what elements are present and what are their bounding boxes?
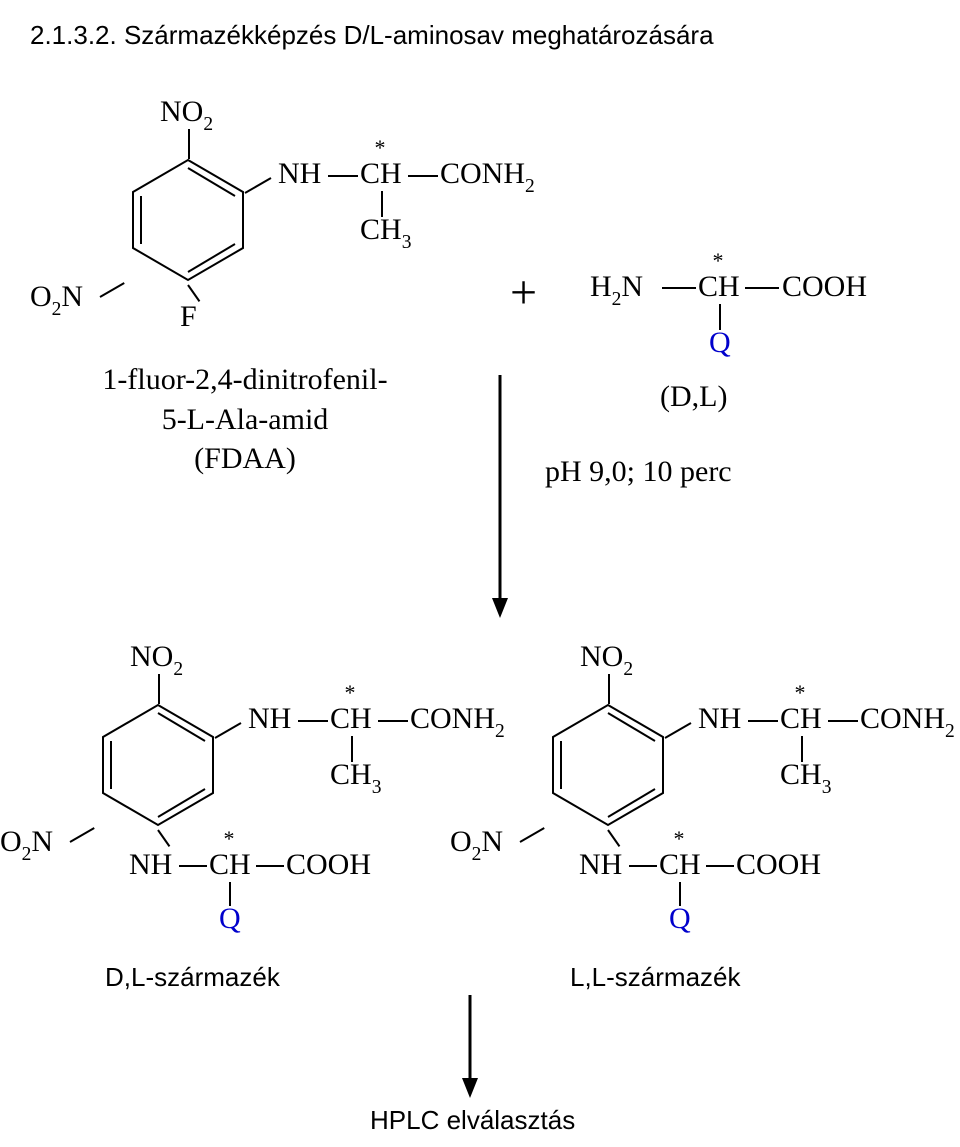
mol-fdaa: NO2 O2N F NH CH * CONH2 CH3 (60, 95, 490, 395)
bond (662, 287, 696, 289)
bond (70, 827, 95, 843)
benzene-ring (123, 155, 253, 285)
chiral-asterisk-icon: * (224, 826, 235, 852)
bond (748, 720, 778, 722)
benzene-ring (93, 700, 223, 830)
label-nh: NH (248, 702, 291, 736)
label-ch: CH * (209, 848, 251, 882)
label-ch3: CH3 (780, 758, 831, 797)
bond (298, 720, 328, 722)
mol-aminoacid: H2N CH * COOH Q (570, 250, 940, 380)
chiral-asterisk-icon: * (375, 135, 386, 161)
label-nh: NH (579, 848, 622, 882)
page-title: 2.1.3.2. Származékképzés D/L-aminosav me… (30, 20, 714, 51)
bond (256, 865, 284, 867)
chiral-asterisk-icon: * (713, 248, 724, 274)
mol-product-dl: NO2 O2N NH CH * CONH2 CH3 NH CH * COOH Q (30, 640, 510, 950)
label-o2n: O2N (0, 825, 53, 864)
bond (520, 827, 545, 843)
bond (100, 282, 125, 298)
chiral-asterisk-icon: * (674, 826, 685, 852)
caption-hplc: HPLC elválasztás (370, 1105, 575, 1136)
bond (828, 720, 858, 722)
caption-conditions: pH 9,0; 10 perc (545, 455, 732, 489)
mol-product-ll: NO2 O2N NH CH * CONH2 CH3 NH CH * COOH Q (480, 640, 960, 950)
benzene-ring (543, 700, 673, 830)
label-ch: CH * (330, 702, 372, 736)
label-cooh: COOH (736, 848, 821, 882)
label-cooh: COOH (286, 848, 371, 882)
bond (408, 175, 438, 177)
arrow-down-icon (450, 990, 490, 1105)
label-h2n: H2N (590, 270, 643, 309)
label-nh: NH (129, 848, 172, 882)
plus-icon: + (510, 265, 537, 320)
bond (179, 865, 207, 867)
chiral-asterisk-icon: * (795, 680, 806, 706)
label-no2: NO2 (580, 640, 633, 679)
bond (378, 720, 408, 722)
label-nh: NH (278, 157, 321, 191)
label-ch3: CH3 (360, 213, 411, 252)
label-ch: CH * (780, 702, 822, 736)
label-ch: CH * (360, 157, 402, 191)
label-o2n: O2N (30, 280, 83, 319)
caption-product-right: L,L-származék (570, 962, 741, 993)
arrow-down-icon (480, 370, 520, 625)
label-Q: Q (709, 326, 731, 360)
label-no2: NO2 (130, 640, 183, 679)
label-cooh: COOH (782, 270, 867, 304)
bond (328, 175, 358, 177)
label-ch: CH * (659, 848, 701, 882)
bond (706, 865, 734, 867)
label-no2: NO2 (160, 95, 213, 134)
bond (629, 865, 657, 867)
label-o2n: O2N (450, 825, 503, 864)
label-conh2: CONH2 (440, 157, 535, 196)
label-F: F (180, 300, 197, 334)
caption-fdaa: 1-fluor-2,4-dinitrofenil-5-L-Ala-amid(FD… (55, 360, 435, 479)
label-Q: Q (669, 902, 691, 936)
label-Q: Q (219, 902, 241, 936)
bond (745, 287, 779, 289)
label-nh: NH (698, 702, 741, 736)
label-ch3: CH3 (330, 758, 381, 797)
caption-product-left: D,L-származék (105, 962, 280, 993)
bond (607, 829, 620, 847)
label-conh2: CONH2 (860, 702, 955, 741)
chiral-asterisk-icon: * (345, 680, 356, 706)
bond (157, 829, 170, 847)
caption-dl: (D,L) (660, 380, 727, 414)
label-ch: CH * (698, 270, 740, 304)
